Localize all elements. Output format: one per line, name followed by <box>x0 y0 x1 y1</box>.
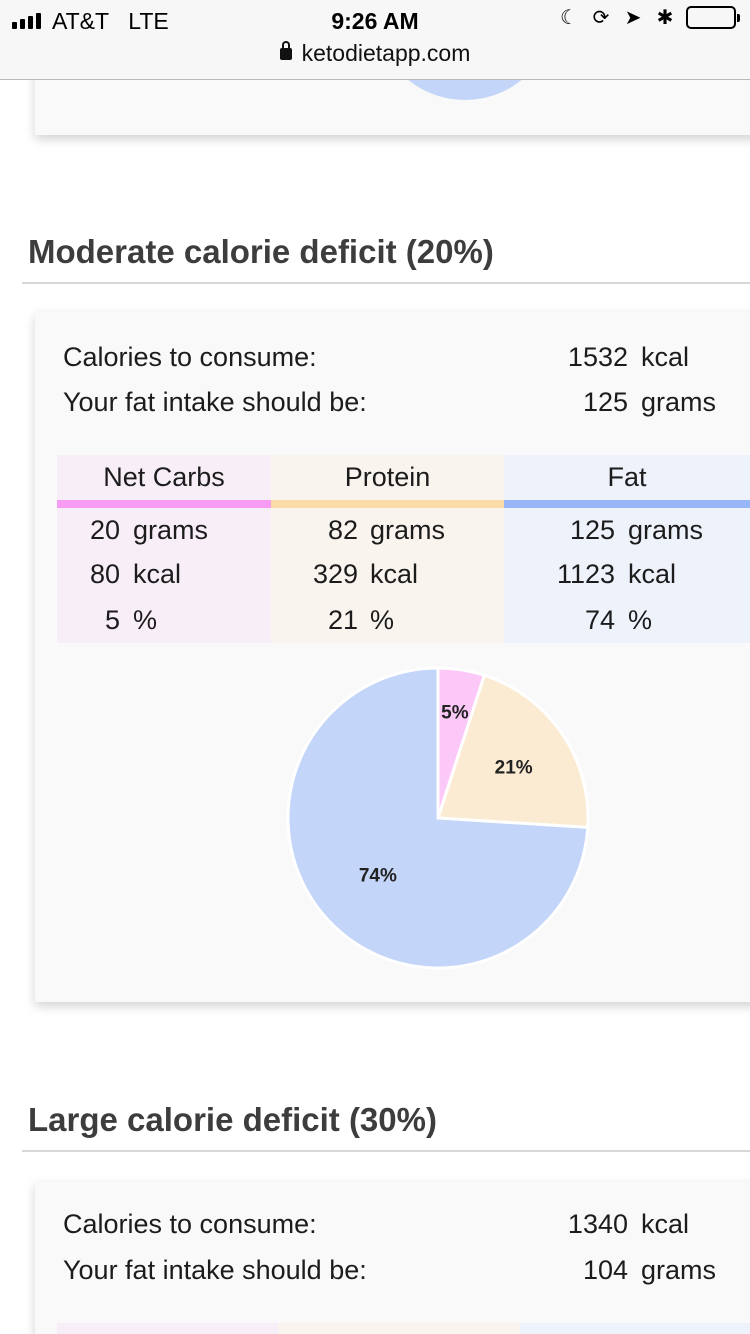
pie-data-label: 74% <box>359 865 397 886</box>
large-result-card <box>35 1182 750 1334</box>
protein-kcal-value: 329 <box>312 559 358 589</box>
fat-pct-unit: % <box>628 605 653 635</box>
macro-header-fat: Fat <box>607 462 647 492</box>
rotation-lock-icon: ⟳ <box>592 6 610 29</box>
section-title-moderate: Moderate calorie deficit (20%) <box>28 233 494 270</box>
carbs-grams-value: 20 <box>89 515 120 545</box>
macro-bar-protein <box>271 500 504 508</box>
fat-intake-label: Your fat intake should be: <box>63 1255 367 1285</box>
pie-slice-protein <box>435 673 590 830</box>
fat-pct-value: 74 <box>584 605 615 635</box>
macro-bar-net-carbs <box>57 500 271 508</box>
address-bar[interactable]: ketodietapp.com <box>0 40 750 67</box>
carbs-kcal-unit: kcal <box>133 559 182 589</box>
section-title-large: Large calorie deficit (30%) <box>28 1101 437 1138</box>
fat-kcal-unit: kcal <box>628 559 677 589</box>
status-bar: AT&T LTE 9:26 AM ☾ ⟳ ➤ ✱ ketodietapp.com <box>0 0 750 80</box>
url-text: ketodietapp.com <box>301 40 471 66</box>
macro-column-net-carbs <box>57 1323 278 1334</box>
lock-icon <box>279 41 292 60</box>
protein-grams-value: 82 <box>327 515 358 545</box>
macro-column-protein: Protein 82 grams 329 kcal 21 % <box>271 455 504 643</box>
section-divider <box>22 282 750 284</box>
fat-intake-unit: grams <box>641 1255 717 1285</box>
pie-data-label: 5% <box>441 702 469 723</box>
protein-pct-unit: % <box>370 605 395 635</box>
fat-grams-value: 125 <box>569 515 615 545</box>
carbs-kcal-value: 80 <box>89 559 120 589</box>
macro-column-fat <box>520 1323 750 1334</box>
calories-value: 1532 <box>567 342 628 372</box>
carbs-pct-unit: % <box>133 605 158 635</box>
calories-label: Calories to consume: <box>63 342 317 372</box>
macro-header-net-carbs: Net Carbs <box>103 462 225 492</box>
fat-intake-value: 104 <box>582 1255 628 1285</box>
pie-data-label: 21% <box>495 758 533 779</box>
protein-pct-value: 21 <box>327 605 358 635</box>
calories-unit: kcal <box>641 1209 690 1239</box>
network-label: LTE <box>128 8 169 34</box>
macro-column-protein <box>278 1323 520 1334</box>
fat-intake-label: Your fat intake should be: <box>63 387 367 417</box>
signal-strength-icon <box>12 13 41 29</box>
protein-kcal-unit: kcal <box>370 559 419 589</box>
macro-column-fat: Fat 125 grams 1123 kcal 74 % <box>504 455 750 643</box>
battery-icon <box>686 6 740 29</box>
macro-pie-svg: 5% 21% 74% <box>286 666 590 970</box>
section-divider <box>22 1150 750 1152</box>
macro-pie-chart: 5% 21% 74% <box>286 666 590 970</box>
fat-intake-value: 125 <box>582 387 628 417</box>
fat-intake-unit: grams <box>641 387 717 417</box>
calories-label: Calories to consume: <box>63 1209 317 1239</box>
bluetooth-icon: ✱ <box>656 6 674 29</box>
carbs-pct-value: 5 <box>104 605 120 635</box>
carrier-label: AT&T LTE <box>52 8 169 34</box>
macro-column-net-carbs: Net Carbs 20 grams 80 kcal 5 % <box>57 455 271 643</box>
fat-grams-unit: grams <box>628 515 704 545</box>
macro-bar-fat <box>504 500 750 508</box>
calories-unit: kcal <box>641 342 690 372</box>
pie-slice-fat <box>286 666 590 970</box>
macro-header-protein: Protein <box>344 462 431 492</box>
protein-grams-unit: grams <box>370 515 446 545</box>
location-icon: ➤ <box>624 6 642 29</box>
calories-value: 1340 <box>567 1209 628 1239</box>
moon-icon: ☾ <box>560 6 578 29</box>
carbs-grams-unit: grams <box>133 515 209 545</box>
fat-kcal-value: 1123 <box>556 559 615 589</box>
clock: 9:26 AM <box>331 8 419 34</box>
